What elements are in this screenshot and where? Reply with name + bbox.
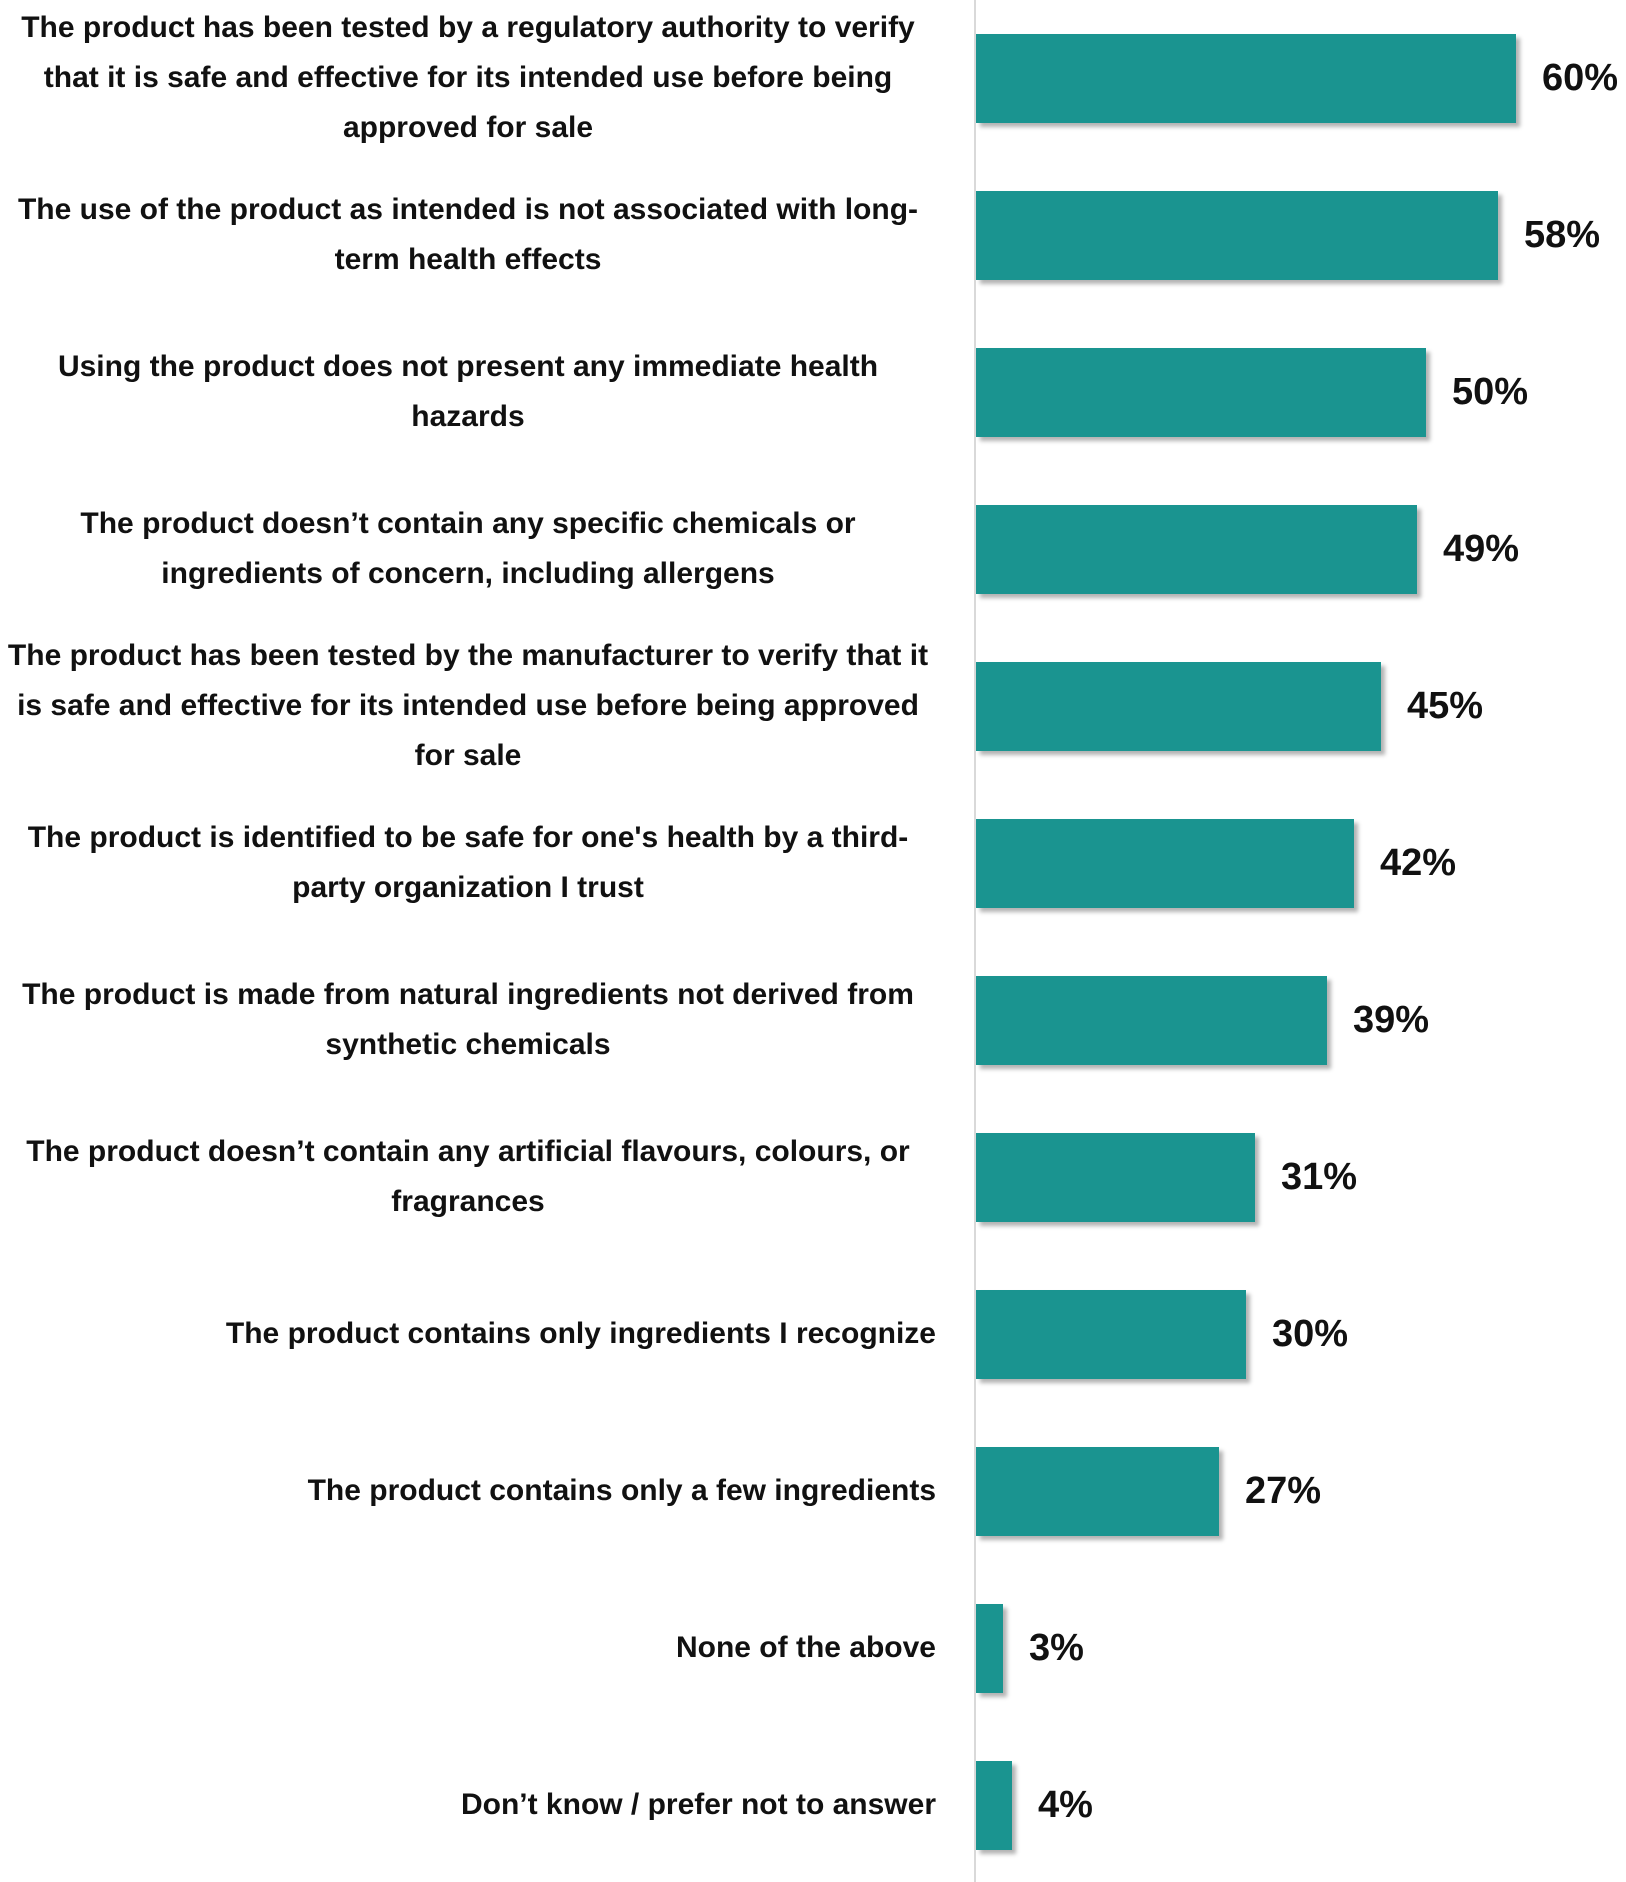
category-label-box: Using the product does not present any i… xyxy=(0,314,936,470)
value-label: 39% xyxy=(1353,999,1430,1041)
category-label-box: The product doesn’t contain any artifici… xyxy=(0,1099,936,1255)
category-label: Using the product does not present any i… xyxy=(57,350,879,433)
value-label: 49% xyxy=(1443,528,1520,570)
value-label: 45% xyxy=(1407,685,1484,727)
bar xyxy=(976,1446,1219,1536)
value-label: 58% xyxy=(1524,214,1601,256)
category-label-box: The product has been tested by a regulat… xyxy=(0,0,936,156)
value-label: 30% xyxy=(1272,1313,1349,1355)
category-label-box: The product has been tested by the manuf… xyxy=(0,628,936,784)
category-label: The product is identified to be safe for… xyxy=(27,821,909,904)
category-label: Don’t know / prefer not to answer xyxy=(460,1788,936,1821)
category-label: The product doesn’t contain any specific… xyxy=(80,507,856,590)
category-label-box: The product is identified to be safe for… xyxy=(0,785,936,941)
value-label: 60% xyxy=(1542,57,1619,99)
bar xyxy=(976,1760,1012,1850)
category-label-box: None of the above xyxy=(0,1570,936,1726)
value-label: 3% xyxy=(1029,1627,1084,1669)
category-label-box: Don’t know / prefer not to answer xyxy=(0,1727,936,1882)
category-label: The product doesn’t contain any artifici… xyxy=(26,1135,910,1218)
category-label-box: The product doesn’t contain any specific… xyxy=(0,471,936,627)
category-label: The product has been tested by the manuf… xyxy=(7,639,929,772)
category-label: The use of the product as intended is no… xyxy=(17,193,919,276)
category-label: The product is made from natural ingredi… xyxy=(22,978,914,1061)
category-label: The product has been tested by a regulat… xyxy=(21,11,915,144)
bar xyxy=(976,33,1516,123)
value-label: 31% xyxy=(1281,1156,1358,1198)
category-label: The product contains only a few ingredie… xyxy=(307,1474,936,1507)
bar xyxy=(976,818,1354,908)
bar xyxy=(976,1289,1246,1379)
axis-line xyxy=(974,0,976,1882)
value-label: 27% xyxy=(1245,1470,1322,1512)
value-label: 4% xyxy=(1038,1784,1093,1826)
bar xyxy=(976,975,1327,1065)
bar xyxy=(976,661,1381,751)
category-label-box: The product contains only ingredients I … xyxy=(0,1256,936,1412)
category-label-box: The use of the product as intended is no… xyxy=(0,157,936,313)
category-label-box: The product is made from natural ingredi… xyxy=(0,942,936,1098)
category-label: None of the above xyxy=(675,1631,936,1664)
bar xyxy=(976,1603,1003,1693)
value-label: 42% xyxy=(1380,842,1457,884)
bar xyxy=(976,347,1426,437)
bar xyxy=(976,504,1417,594)
value-label: 50% xyxy=(1452,371,1529,413)
bar xyxy=(976,1132,1255,1222)
bar xyxy=(976,190,1498,280)
category-label-box: The product contains only a few ingredie… xyxy=(0,1413,936,1569)
category-label: The product contains only ingredients I … xyxy=(225,1317,936,1350)
